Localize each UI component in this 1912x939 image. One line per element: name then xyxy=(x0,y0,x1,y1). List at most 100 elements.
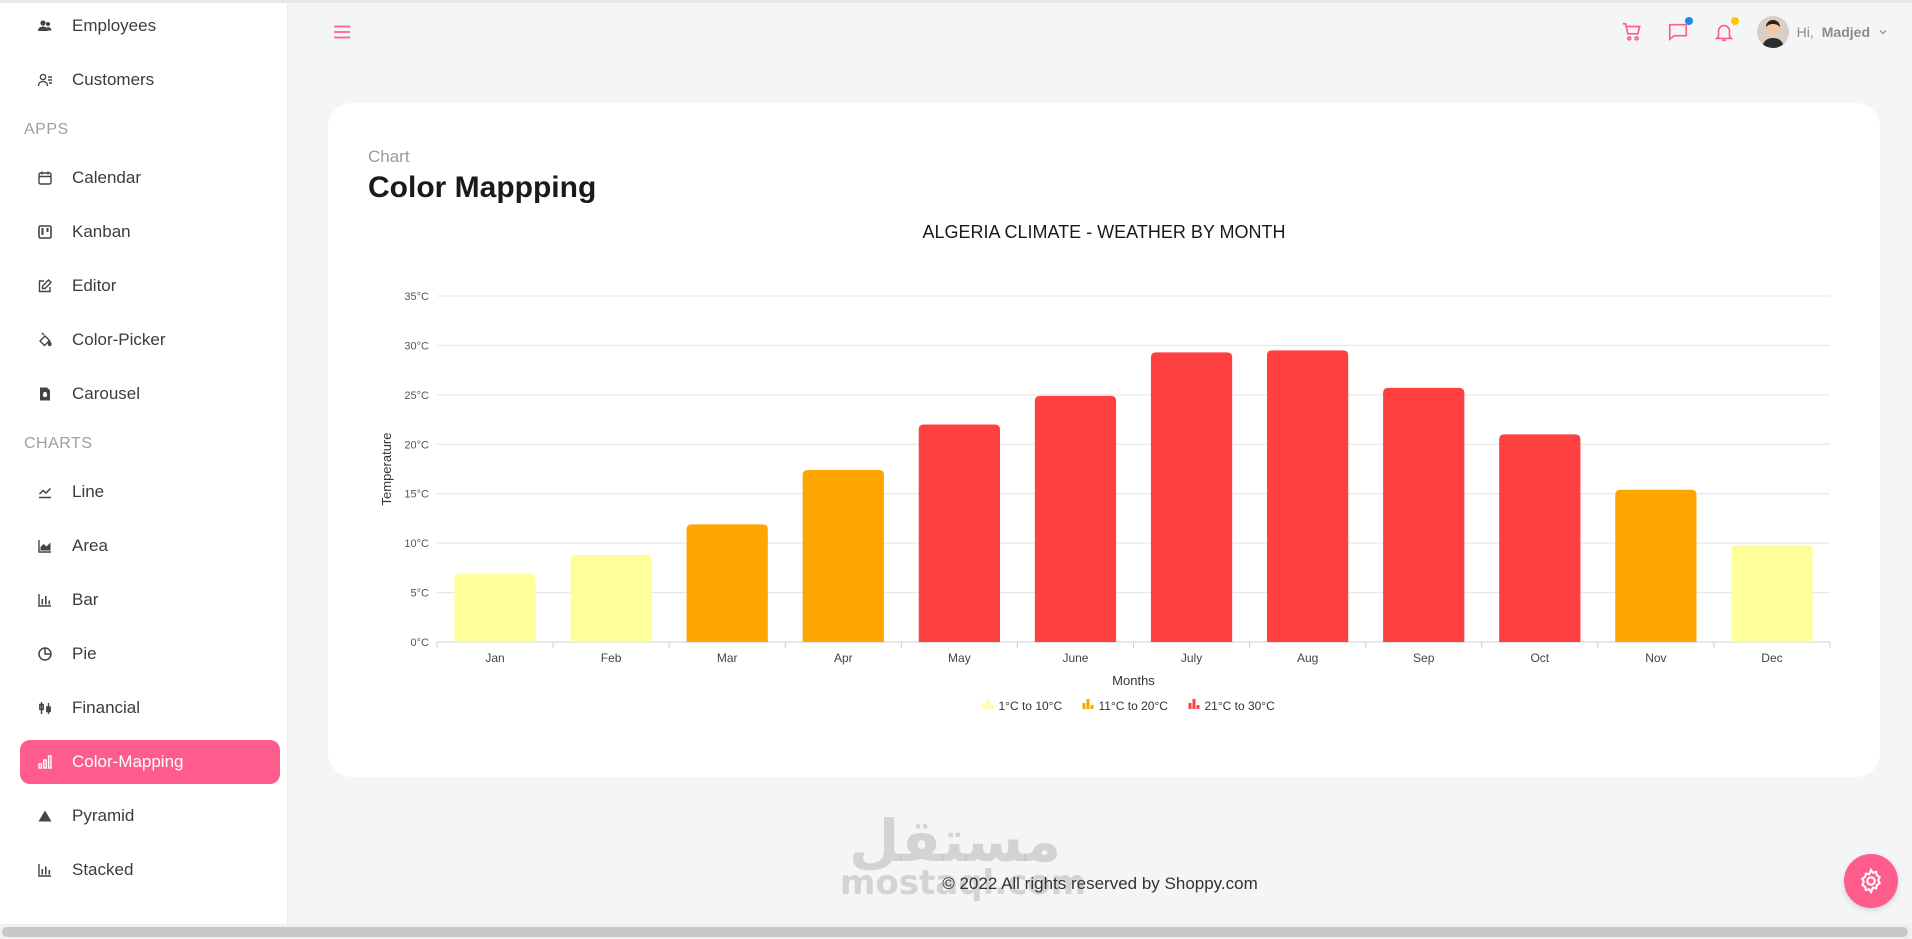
legend-marker xyxy=(1090,705,1094,709)
sidebar-item-employees[interactable]: Employees xyxy=(20,4,280,48)
sidebar-item-color-mapping[interactable]: Color-Mapping xyxy=(20,740,280,784)
x-tick-label: May xyxy=(948,651,971,665)
sidebar-item-kanban[interactable]: Kanban xyxy=(20,210,280,254)
calendar-icon xyxy=(32,170,58,186)
sidebar: Employees Customers APPS Calendar Kanban… xyxy=(0,0,288,939)
legend-label: 21°C to 30°C xyxy=(1205,699,1276,713)
area-chart-icon xyxy=(32,538,58,554)
bar-may xyxy=(918,424,1001,642)
chat-button[interactable] xyxy=(1665,17,1693,45)
sidebar-item-label: Financial xyxy=(72,698,141,717)
scrollbar-thumb[interactable] xyxy=(2,927,1908,937)
y-tick-label: 10°C xyxy=(404,538,429,550)
bar-nov xyxy=(1615,489,1697,642)
bar-chart-icon xyxy=(32,592,58,608)
legend-marker xyxy=(1082,703,1086,709)
bar-oct xyxy=(1499,434,1581,642)
sidebar-item-calendar[interactable]: Calendar xyxy=(20,156,280,200)
theme-settings-button[interactable] xyxy=(1844,854,1898,908)
legend-marker xyxy=(982,703,986,709)
chart-title: ALGERIA CLIMATE - WEATHER BY MONTH xyxy=(922,222,1285,242)
sidebar-item-customers[interactable]: Customers xyxy=(20,58,280,102)
legend-label: 11°C to 20°C xyxy=(1099,699,1169,713)
user-name: Madjed xyxy=(1821,24,1870,40)
y-tick-label: 15°C xyxy=(404,489,429,501)
sidebar-item-label: Line xyxy=(72,482,105,501)
sidebar-item-label: Editor xyxy=(72,276,117,295)
apps-section-title: APPS xyxy=(24,121,69,138)
legend-marker xyxy=(1196,705,1200,709)
x-tick-label: Aug xyxy=(1297,651,1318,665)
sidebar-item-editor[interactable]: Editor xyxy=(20,264,280,308)
color-mapping-icon xyxy=(32,754,58,770)
color-picker-icon xyxy=(32,332,58,348)
legend-marker xyxy=(990,705,994,709)
hamburger-icon xyxy=(334,25,350,39)
sidebar-item-label: Carousel xyxy=(72,384,141,403)
y-tick-label: 5°C xyxy=(411,588,430,600)
sidebar-item-pyramid[interactable]: Pyramid xyxy=(20,794,280,838)
legend-marker xyxy=(986,699,990,709)
stacked-icon xyxy=(32,862,58,878)
bar-aug xyxy=(1266,350,1349,642)
page-category-label: Chart xyxy=(368,147,410,166)
chat-icon xyxy=(1668,23,1687,42)
bar-june xyxy=(1034,395,1117,642)
greeting-text: Hi, xyxy=(1796,24,1814,40)
sidebar-item-label: Bar xyxy=(72,590,99,609)
sidebar-item-label: Employees xyxy=(72,16,157,35)
customers-icon xyxy=(32,72,58,88)
chat-notification-dot xyxy=(1684,17,1693,25)
watermark-logo: مستقل mostaql.com xyxy=(840,807,1086,900)
sidebar-item-color-picker[interactable]: Color-Picker xyxy=(20,318,280,362)
x-tick-label: Apr xyxy=(834,651,853,665)
watermark-arabic: مستقل xyxy=(848,807,1062,875)
legend-marker xyxy=(1188,703,1192,709)
legend-label: 1°C to 10°C xyxy=(999,699,1063,713)
x-axis-label: Months xyxy=(1112,673,1155,688)
x-tick-label: July xyxy=(1181,651,1202,665)
avatar xyxy=(1756,16,1789,48)
x-tick-label: Nov xyxy=(1645,651,1666,665)
sidebar-item-label: Area xyxy=(72,536,108,555)
x-tick-label: Jan xyxy=(485,651,504,665)
user-profile-button[interactable]: Hi, Madjed xyxy=(1756,16,1888,48)
sidebar-item-label: Pyramid xyxy=(72,806,135,825)
y-tick-label: 30°C xyxy=(404,340,429,352)
bar-mar xyxy=(686,524,768,642)
line-chart-icon xyxy=(32,484,58,500)
charts-section-title: CHARTS xyxy=(24,435,93,452)
color-mapping-chart: ALGERIA CLIMATE - WEATHER BY MONTH 0°C 5°C… xyxy=(379,222,1831,713)
sidebar-item-label: Pie xyxy=(72,644,97,663)
y-axis-label: Temperature xyxy=(379,433,394,506)
top-border xyxy=(0,0,1912,3)
horizontal-scrollbar[interactable] xyxy=(0,924,1912,939)
cart-icon xyxy=(1622,22,1641,41)
menu-toggle-button[interactable] xyxy=(330,20,354,44)
y-tick-label: 25°C xyxy=(404,390,429,402)
x-tick-label: Dec xyxy=(1761,651,1782,665)
cart-button[interactable] xyxy=(1619,19,1645,45)
sidebar-item-label: Kanban xyxy=(72,222,131,241)
editor-icon xyxy=(32,278,58,294)
y-tick-label: 0°C xyxy=(411,637,430,649)
x-tick-label: Sep xyxy=(1413,651,1435,665)
chevron-down-icon xyxy=(1879,30,1887,35)
sidebar-item-financial[interactable]: Financial xyxy=(20,686,280,730)
notification-button[interactable] xyxy=(1711,17,1739,45)
sidebar-item-carousel[interactable]: Carousel xyxy=(20,372,280,416)
bell-icon xyxy=(1714,24,1733,42)
employees-icon xyxy=(32,18,58,34)
sidebar-item-pie[interactable]: Pie xyxy=(20,632,280,676)
legend-marker xyxy=(1192,699,1196,709)
sidebar-item-line[interactable]: Line xyxy=(20,470,280,514)
sidebar-item-area[interactable]: Area xyxy=(20,524,280,568)
sidebar-item-label: Customers xyxy=(72,70,155,89)
bar-dec xyxy=(1731,545,1813,642)
legend-marker xyxy=(1086,699,1090,709)
x-tick-label: Oct xyxy=(1530,651,1549,665)
sidebar-item-bar[interactable]: Bar xyxy=(20,578,280,622)
sidebar-item-label: Stacked xyxy=(72,860,134,879)
y-tick-label: 20°C xyxy=(404,439,429,451)
sidebar-item-stacked[interactable]: Stacked xyxy=(20,848,280,892)
